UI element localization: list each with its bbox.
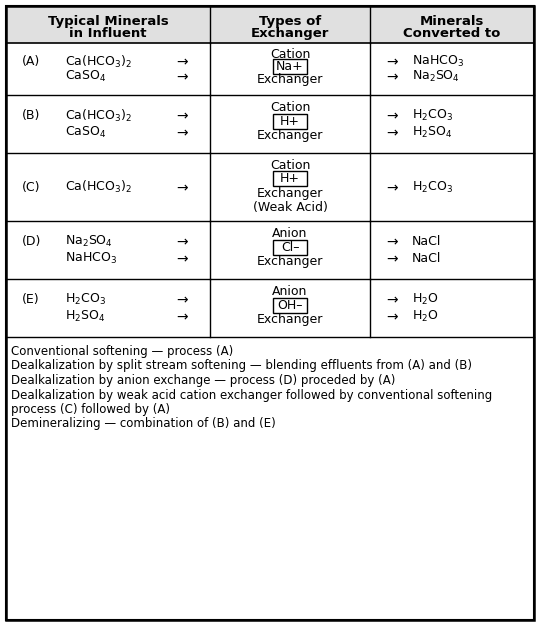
Text: $\rightarrow$: $\rightarrow$ (384, 309, 400, 323)
Text: Demineralizing — combination of (B) and (E): Demineralizing — combination of (B) and … (11, 417, 276, 430)
Text: $\rightarrow$: $\rightarrow$ (384, 235, 400, 249)
Text: Dealkalization by weak acid cation exchanger followed by conventional softening: Dealkalization by weak acid cation excha… (11, 389, 492, 401)
Text: H$_2$CO$_3$: H$_2$CO$_3$ (412, 108, 453, 123)
Text: Minerals: Minerals (420, 15, 484, 28)
Text: H$_2$O: H$_2$O (412, 309, 438, 323)
Text: $\rightarrow$: $\rightarrow$ (384, 251, 400, 265)
Text: Exchanger: Exchanger (257, 73, 323, 86)
Text: (E): (E) (22, 294, 39, 307)
Text: Ca(HCO$_3$)$_2$: Ca(HCO$_3$)$_2$ (65, 179, 132, 195)
Text: $\rightarrow$: $\rightarrow$ (384, 180, 400, 194)
Bar (273, 114, 307, 129)
Text: Exchanger: Exchanger (257, 187, 323, 200)
Text: $\rightarrow$: $\rightarrow$ (174, 293, 190, 307)
Text: Cl–: Cl– (281, 241, 299, 254)
Text: $\rightarrow$: $\rightarrow$ (384, 125, 400, 139)
Text: NaCl: NaCl (412, 252, 441, 264)
Text: $\rightarrow$: $\rightarrow$ (384, 69, 400, 83)
Text: NaCl: NaCl (412, 235, 441, 248)
Text: Dealkalization by anion exchange — process (D) proceded by (A): Dealkalization by anion exchange — proce… (11, 374, 395, 387)
Text: $\rightarrow$: $\rightarrow$ (174, 55, 190, 68)
Text: Cation: Cation (270, 101, 310, 114)
Text: (A): (A) (22, 55, 40, 68)
Text: CaSO$_4$: CaSO$_4$ (65, 124, 106, 140)
Text: $\rightarrow$: $\rightarrow$ (384, 293, 400, 307)
Text: Types of: Types of (259, 15, 321, 28)
Text: Typical Minerals: Typical Minerals (48, 15, 168, 28)
Text: H+: H+ (280, 115, 300, 128)
Text: CaSO$_4$: CaSO$_4$ (65, 68, 106, 84)
Text: Exchanger: Exchanger (257, 313, 323, 326)
Text: Anion: Anion (272, 227, 308, 240)
Text: Exchanger: Exchanger (257, 129, 323, 142)
Text: $\rightarrow$: $\rightarrow$ (384, 109, 400, 123)
Bar (273, 171, 307, 187)
Text: $\rightarrow$: $\rightarrow$ (174, 180, 190, 194)
Text: $\rightarrow$: $\rightarrow$ (174, 251, 190, 265)
Text: (D): (D) (22, 235, 42, 248)
Text: H$_2$CO$_3$: H$_2$CO$_3$ (412, 180, 453, 195)
Text: Converted to: Converted to (403, 27, 501, 40)
Text: $\rightarrow$: $\rightarrow$ (174, 109, 190, 123)
Text: Cation: Cation (270, 48, 310, 61)
Text: H+: H+ (280, 172, 300, 185)
Text: Anion: Anion (272, 285, 308, 299)
Text: Exchanger: Exchanger (257, 255, 323, 268)
Text: Dealkalization by split stream softening — blending effluents from (A) and (B): Dealkalization by split stream softening… (11, 360, 472, 373)
Text: Ca(HCO$_3$)$_2$: Ca(HCO$_3$)$_2$ (65, 108, 132, 124)
Text: $\rightarrow$: $\rightarrow$ (174, 235, 190, 249)
Text: (B): (B) (22, 109, 40, 123)
Text: in Influent: in Influent (69, 27, 147, 40)
Text: Na+: Na+ (276, 60, 304, 73)
Text: Conventional softening — process (A): Conventional softening — process (A) (11, 345, 233, 358)
Text: Exchanger: Exchanger (251, 27, 329, 40)
Text: OH–: OH– (277, 299, 303, 312)
Bar (6, 6, 534, 43)
Text: H$_2$SO$_4$: H$_2$SO$_4$ (412, 124, 453, 140)
Text: (C): (C) (22, 180, 40, 193)
Text: process (C) followed by (A): process (C) followed by (A) (11, 403, 170, 416)
Text: H$_2$O: H$_2$O (412, 292, 438, 307)
Text: NaHCO$_3$: NaHCO$_3$ (65, 251, 117, 266)
Text: Na$_2$SO$_4$: Na$_2$SO$_4$ (412, 68, 460, 84)
Text: H$_2$SO$_4$: H$_2$SO$_4$ (65, 309, 105, 323)
Bar (273, 60, 307, 75)
Text: Na$_2$SO$_4$: Na$_2$SO$_4$ (65, 234, 113, 249)
Text: $\rightarrow$: $\rightarrow$ (384, 55, 400, 68)
Text: Cation: Cation (270, 159, 310, 172)
Text: (Weak Acid): (Weak Acid) (253, 201, 327, 214)
Text: $\rightarrow$: $\rightarrow$ (174, 125, 190, 139)
Text: $\rightarrow$: $\rightarrow$ (174, 309, 190, 323)
Bar (273, 298, 307, 313)
Text: $\rightarrow$: $\rightarrow$ (174, 69, 190, 83)
Bar (273, 240, 307, 255)
Text: NaHCO$_3$: NaHCO$_3$ (412, 54, 464, 69)
Text: Ca(HCO$_3$)$_2$: Ca(HCO$_3$)$_2$ (65, 53, 132, 70)
Text: H$_2$CO$_3$: H$_2$CO$_3$ (65, 292, 106, 307)
